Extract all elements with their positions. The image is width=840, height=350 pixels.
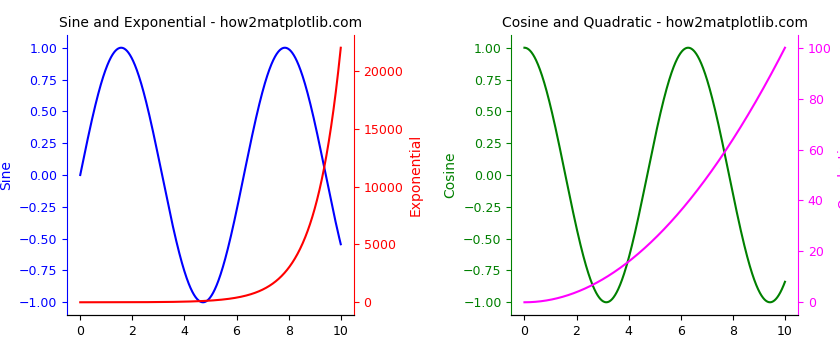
Title: Sine and Exponential - how2matplotlib.com: Sine and Exponential - how2matplotlib.co… (59, 16, 362, 30)
Y-axis label: Exponential: Exponential (409, 134, 423, 216)
Y-axis label: Quadratic: Quadratic (837, 141, 840, 209)
Title: Cosine and Quadratic - how2matplotlib.com: Cosine and Quadratic - how2matplotlib.co… (501, 16, 808, 30)
Y-axis label: Cosine: Cosine (444, 152, 458, 198)
Y-axis label: Sine: Sine (0, 160, 13, 190)
